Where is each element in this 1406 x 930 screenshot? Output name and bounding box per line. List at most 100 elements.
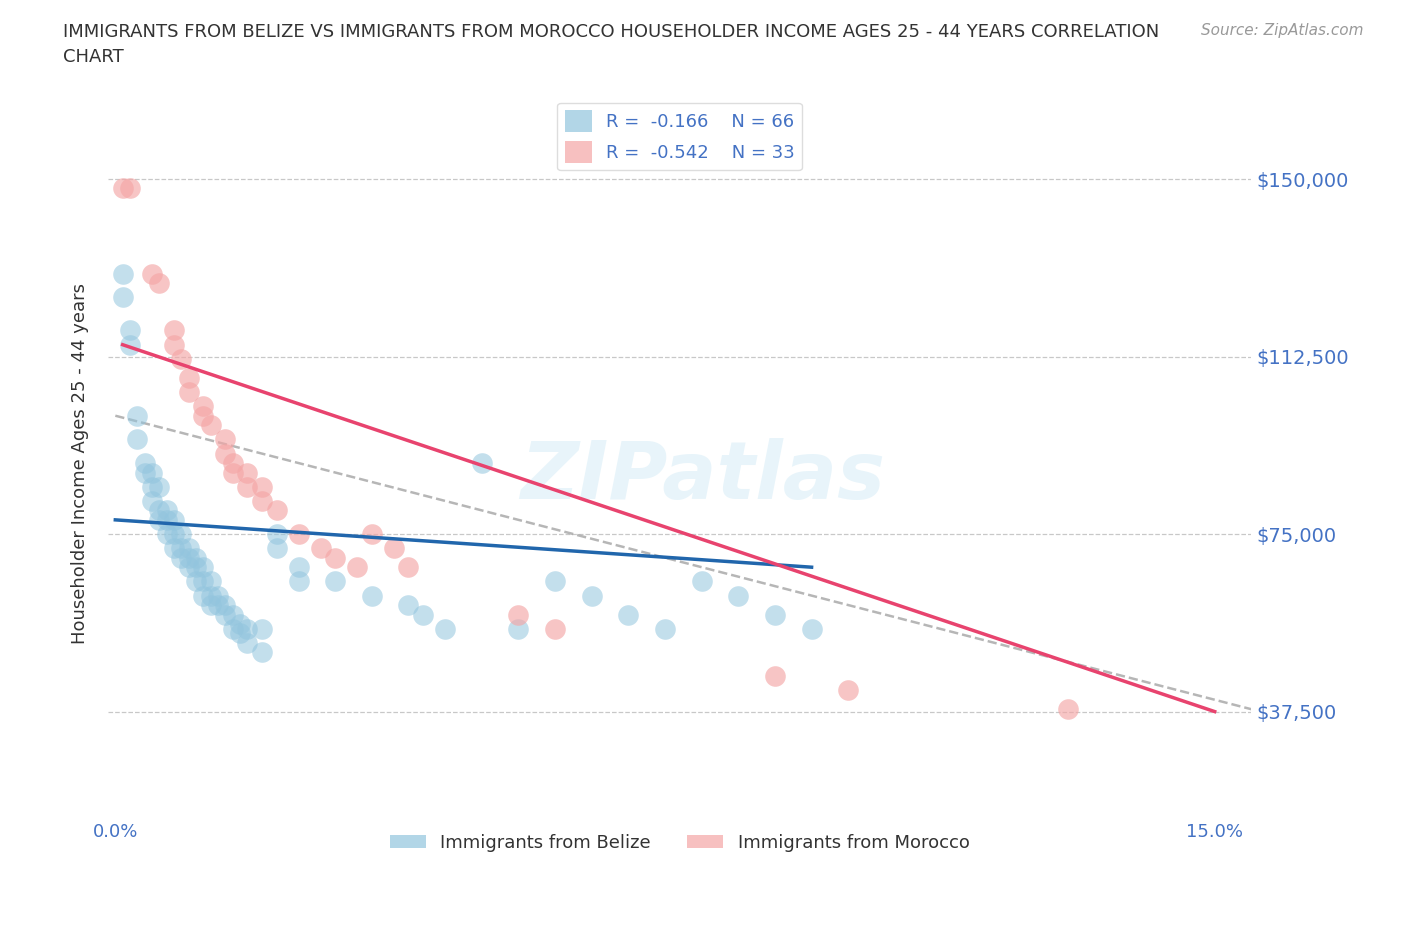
Point: [412, 607, 434, 622]
Point: [193, 560, 215, 575]
Point: [200, 588, 222, 603]
Point: [581, 588, 603, 603]
Point: [170, 352, 193, 366]
Point: [177, 370, 200, 385]
Point: [236, 465, 259, 480]
Point: [193, 408, 215, 423]
Point: [250, 621, 273, 636]
Point: [163, 323, 186, 338]
Point: [250, 494, 273, 509]
Point: [266, 503, 288, 518]
Point: [221, 456, 243, 471]
Point: [184, 574, 207, 589]
Point: [544, 574, 567, 589]
Point: [837, 683, 859, 698]
Point: [221, 621, 243, 636]
Point: [690, 574, 713, 589]
Point: [360, 588, 382, 603]
Point: [398, 560, 420, 575]
Point: [118, 338, 141, 352]
Point: [309, 541, 332, 556]
Point: [177, 541, 200, 556]
Point: [177, 560, 200, 575]
Point: [177, 551, 200, 565]
Point: [141, 494, 163, 509]
Point: [184, 560, 207, 575]
Point: [127, 408, 149, 423]
Point: [800, 621, 823, 636]
Point: [193, 588, 215, 603]
Point: [163, 526, 186, 541]
Point: [266, 541, 288, 556]
Point: [508, 607, 530, 622]
Text: Source: ZipAtlas.com: Source: ZipAtlas.com: [1201, 23, 1364, 38]
Point: [250, 479, 273, 494]
Point: [111, 181, 134, 196]
Point: [177, 385, 200, 400]
Point: [617, 607, 640, 622]
Point: [163, 338, 186, 352]
Point: [141, 266, 163, 281]
Y-axis label: Householder Income Ages 25 - 44 years: Householder Income Ages 25 - 44 years: [72, 283, 89, 644]
Point: [118, 181, 141, 196]
Point: [170, 526, 193, 541]
Point: [346, 560, 368, 575]
Point: [156, 503, 179, 518]
Point: [111, 290, 134, 305]
Point: [148, 503, 170, 518]
Point: [134, 456, 156, 471]
Legend: Immigrants from Belize, Immigrants from Morocco: Immigrants from Belize, Immigrants from …: [382, 827, 977, 858]
Point: [141, 465, 163, 480]
Point: [763, 669, 786, 684]
Point: [184, 551, 207, 565]
Point: [214, 598, 236, 613]
Point: [382, 541, 405, 556]
Point: [207, 598, 229, 613]
Point: [200, 418, 222, 432]
Point: [360, 526, 382, 541]
Point: [287, 526, 309, 541]
Point: [207, 588, 229, 603]
Point: [127, 432, 149, 446]
Point: [221, 607, 243, 622]
Text: ZIPatlas: ZIPatlas: [520, 438, 884, 516]
Point: [111, 266, 134, 281]
Text: CHART: CHART: [63, 48, 124, 66]
Point: [134, 465, 156, 480]
Point: [214, 446, 236, 461]
Point: [287, 574, 309, 589]
Point: [434, 621, 457, 636]
Point: [508, 621, 530, 636]
Point: [727, 588, 749, 603]
Point: [398, 598, 420, 613]
Point: [163, 541, 186, 556]
Point: [156, 512, 179, 527]
Point: [118, 323, 141, 338]
Point: [323, 551, 346, 565]
Point: [221, 465, 243, 480]
Point: [1057, 702, 1080, 717]
Point: [200, 598, 222, 613]
Point: [163, 512, 186, 527]
Text: IMMIGRANTS FROM BELIZE VS IMMIGRANTS FROM MOROCCO HOUSEHOLDER INCOME AGES 25 - 4: IMMIGRANTS FROM BELIZE VS IMMIGRANTS FRO…: [63, 23, 1160, 41]
Point: [236, 635, 259, 650]
Point: [148, 512, 170, 527]
Point: [544, 621, 567, 636]
Point: [156, 526, 179, 541]
Point: [229, 626, 252, 641]
Point: [170, 541, 193, 556]
Point: [471, 456, 494, 471]
Point: [287, 560, 309, 575]
Point: [266, 526, 288, 541]
Point: [148, 479, 170, 494]
Point: [763, 607, 786, 622]
Point: [170, 551, 193, 565]
Point: [236, 479, 259, 494]
Point: [250, 645, 273, 660]
Point: [200, 574, 222, 589]
Point: [214, 432, 236, 446]
Point: [141, 479, 163, 494]
Point: [229, 617, 252, 631]
Point: [193, 399, 215, 414]
Point: [148, 275, 170, 290]
